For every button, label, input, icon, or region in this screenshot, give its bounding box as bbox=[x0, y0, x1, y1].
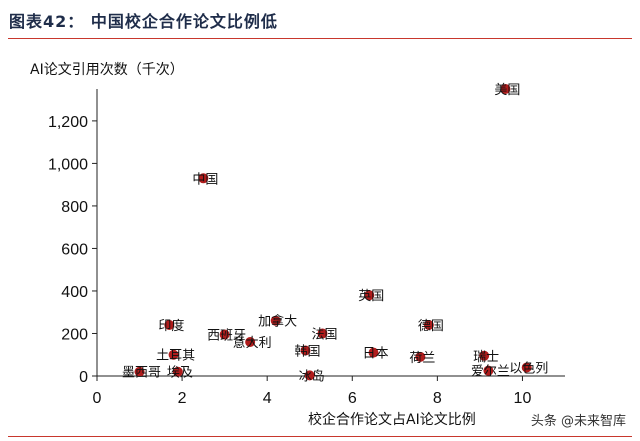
data-point bbox=[198, 173, 209, 184]
y-tick-label: 0 bbox=[79, 369, 88, 386]
data-point-label: 冰岛 bbox=[299, 368, 325, 384]
data-point-label: 埃及 bbox=[167, 366, 193, 381]
data-point-label: 意大利 bbox=[233, 335, 272, 351]
header-divider bbox=[8, 38, 632, 39]
data-point-label: 德国 bbox=[418, 319, 444, 334]
data-point-label: 印度 bbox=[158, 318, 184, 334]
figure-title: 图表42： 中国校企合作论文比例低 bbox=[9, 12, 278, 31]
x-tick-label: 6 bbox=[348, 390, 357, 407]
data-point bbox=[300, 345, 311, 356]
data-point bbox=[304, 370, 315, 381]
data-point bbox=[134, 366, 145, 377]
y-tick-label: 600 bbox=[61, 241, 88, 258]
y-tick-label: 1,200 bbox=[48, 114, 88, 131]
data-point-label: 荷兰 bbox=[409, 351, 435, 366]
y-tick-label: 200 bbox=[61, 326, 88, 343]
data-point bbox=[172, 366, 183, 377]
data-point bbox=[245, 336, 256, 347]
data-point bbox=[168, 349, 179, 360]
data-point bbox=[270, 315, 281, 326]
x-tick-label: 8 bbox=[433, 390, 442, 407]
data-point bbox=[164, 319, 175, 330]
data-point-label: 韩国 bbox=[294, 344, 320, 359]
data-point bbox=[219, 329, 230, 340]
data-point bbox=[368, 347, 379, 358]
y-axis-title: AI论文引用次数（千次） bbox=[30, 62, 184, 78]
x-tick-label: 4 bbox=[263, 390, 272, 407]
data-point-label: 中国 bbox=[192, 172, 218, 187]
data-point bbox=[500, 84, 511, 94]
data-point bbox=[415, 351, 426, 362]
data-point-label: 加拿大 bbox=[258, 314, 297, 330]
y-tick-label: 1,000 bbox=[48, 156, 88, 173]
data-point-label: 土耳其 bbox=[156, 349, 195, 364]
x-tick-label: 0 bbox=[93, 390, 102, 407]
footer-divider bbox=[8, 436, 632, 437]
data-point-label: 美国 bbox=[494, 83, 520, 98]
data-point bbox=[483, 365, 494, 376]
data-point-label: 法国 bbox=[311, 327, 337, 342]
x-tick-label: 10 bbox=[514, 390, 532, 407]
source-watermark: 头条 @未来智库 bbox=[530, 414, 626, 429]
data-point-label: 日本 bbox=[363, 347, 389, 362]
data-point-label: 西班牙 bbox=[207, 329, 246, 344]
x-axis-title: 校企合作论文占AI论文比例 bbox=[308, 411, 476, 428]
figure-header: 图表42： 中国校企合作论文比例低 bbox=[0, 0, 640, 40]
data-point-label: 墨西哥 bbox=[122, 366, 161, 381]
data-point bbox=[521, 362, 532, 373]
data-point-label: 以色列 bbox=[509, 360, 548, 376]
y-tick-label: 800 bbox=[61, 199, 88, 216]
data-point-label: 爱尔兰 bbox=[471, 365, 510, 380]
data-point-label: 英国 bbox=[358, 289, 384, 304]
data-point bbox=[364, 290, 375, 301]
data-point bbox=[423, 319, 434, 330]
data-point bbox=[317, 328, 328, 339]
data-point-label: 瑞士 bbox=[473, 350, 499, 365]
data-point bbox=[479, 350, 490, 361]
x-tick-label: 2 bbox=[178, 390, 187, 407]
y-tick-label: 400 bbox=[61, 284, 88, 301]
